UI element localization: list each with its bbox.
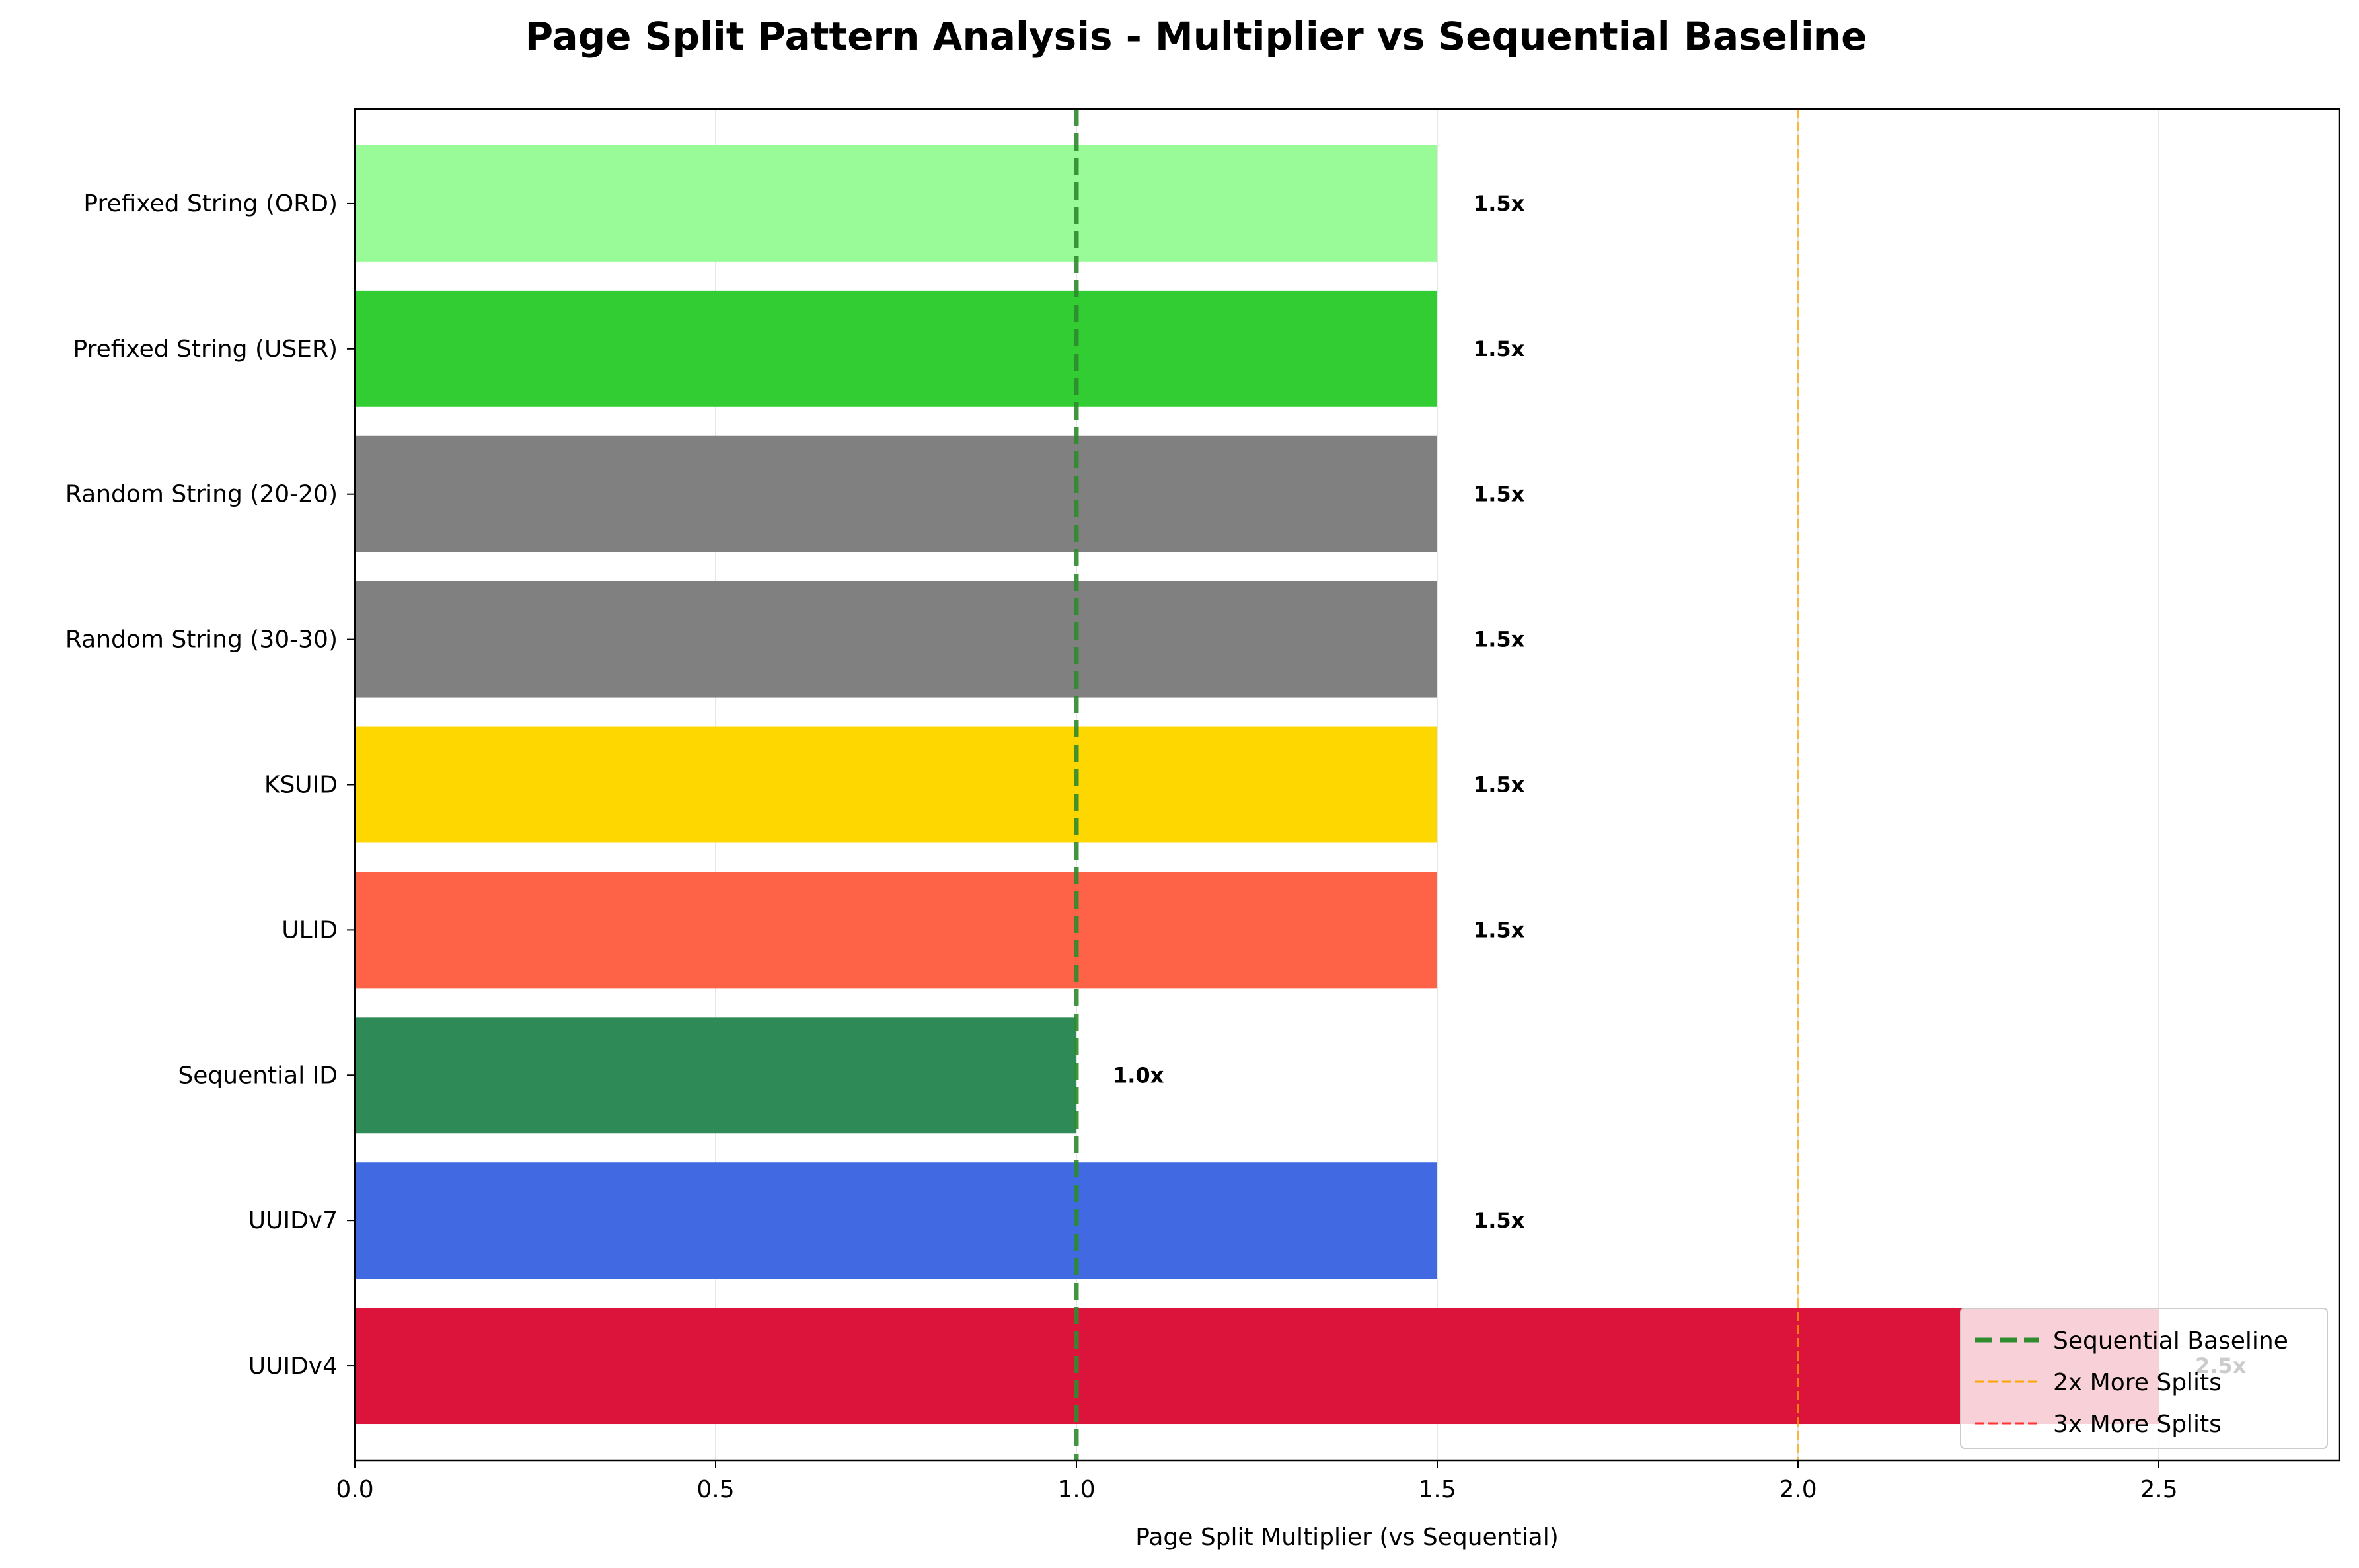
- y-tick-label: Prefixed String (USER): [73, 336, 338, 363]
- bar: [355, 1308, 2159, 1425]
- x-axis-ticks: 0.0 0.5 1.0 1.5 2.0 2.5: [336, 1460, 2178, 1503]
- data-label: 1.5x: [1474, 1208, 1525, 1233]
- chart-title: Page Split Pattern Analysis - Multiplier…: [525, 14, 1867, 59]
- y-tick-label: UUIDv7: [248, 1207, 338, 1234]
- y-tick-label: Sequential ID: [178, 1062, 338, 1089]
- x-tick-label: 2.5: [2140, 1476, 2177, 1503]
- legend-box: [1960, 1308, 2328, 1449]
- x-tick-label: 2.0: [1779, 1476, 1816, 1503]
- bar: [355, 872, 1437, 989]
- bar: [355, 145, 1437, 262]
- legend-label: Sequential Baseline: [2053, 1327, 2288, 1355]
- data-label: 1.5x: [1474, 917, 1525, 942]
- data-label: 1.5x: [1474, 191, 1525, 216]
- bar: [355, 1017, 1076, 1134]
- data-label: 1.5x: [1474, 482, 1525, 507]
- bar: [355, 726, 1437, 843]
- reference-lines: [1074, 109, 1799, 1460]
- bar: [355, 581, 1437, 698]
- legend-label: 3x More Splits: [2053, 1411, 2222, 1438]
- y-tick-label: Random String (20-20): [65, 481, 338, 508]
- legend: Sequential Baseline 2x More Splits 3x More…: [1960, 1308, 2328, 1449]
- bar: [355, 1162, 1437, 1279]
- y-tick-label: Random String (30-30): [65, 626, 338, 653]
- bar: [355, 290, 1437, 407]
- x-tick-label: 1.0: [1057, 1476, 1095, 1503]
- x-tick-label: 0.5: [696, 1476, 734, 1503]
- y-tick-label: Prefixed String (ORD): [83, 190, 338, 217]
- bars-layer: [355, 145, 2159, 1425]
- y-tick-label: KSUID: [264, 772, 338, 799]
- x-axis-label: Page Split Multiplier (vs Sequential): [1135, 1524, 1559, 1551]
- legend-label: 2x More Splits: [2053, 1369, 2222, 1396]
- x-tick-label: 0.0: [336, 1476, 373, 1503]
- bar: [355, 435, 1437, 552]
- y-tick-label: ULID: [281, 916, 338, 944]
- y-tick-label: UUIDv4: [248, 1353, 338, 1380]
- data-label: 1.5x: [1474, 772, 1525, 798]
- data-label: 1.5x: [1474, 336, 1525, 361]
- x-tick-label: 1.5: [1418, 1476, 1456, 1503]
- data-label: 1.0x: [1113, 1063, 1164, 1088]
- data-label: 1.5x: [1474, 627, 1525, 652]
- data-labels: 1.5x1.5x1.5x1.5x1.5x1.5x1.0x1.5x2.5x: [1113, 191, 2247, 1378]
- y-axis-ticks: Prefixed String (ORD) Prefixed String (US…: [65, 190, 355, 1380]
